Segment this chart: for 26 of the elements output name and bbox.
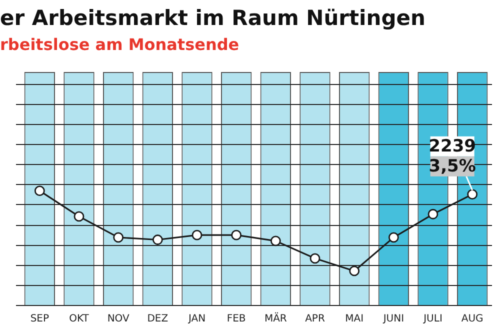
x-tick-label: DEZ: [147, 314, 168, 325]
point: [388, 232, 399, 243]
x-tick-label: MÄR: [264, 312, 287, 325]
chart-subtitle: rbeitslose am Monatsende: [0, 35, 240, 54]
point: [428, 208, 438, 220]
point: [152, 234, 163, 245]
point: [467, 189, 478, 200]
x-tick-label: FEB: [226, 314, 246, 325]
point: [192, 230, 202, 240]
point: [34, 186, 45, 196]
chart-title: er Arbeitsmarkt im Raum Nürtingen: [0, 6, 426, 30]
point: [113, 232, 124, 243]
point: [231, 230, 242, 240]
x-tick-label: JULI: [422, 314, 442, 325]
x-tick-label: NOV: [107, 314, 130, 325]
x-tick-label: AUG: [461, 314, 484, 325]
x-tick-label: SEP: [30, 314, 50, 325]
point: [74, 211, 84, 222]
x-tick-label: JUNI: [382, 314, 404, 325]
x-tick-label: JAN: [187, 314, 206, 325]
point: [310, 253, 320, 264]
point: [270, 236, 281, 246]
x-tick-label: MAI: [345, 314, 364, 325]
x-tick-label: OKT: [69, 314, 90, 325]
point: [349, 266, 360, 276]
x-tick-label: APR: [305, 314, 325, 325]
